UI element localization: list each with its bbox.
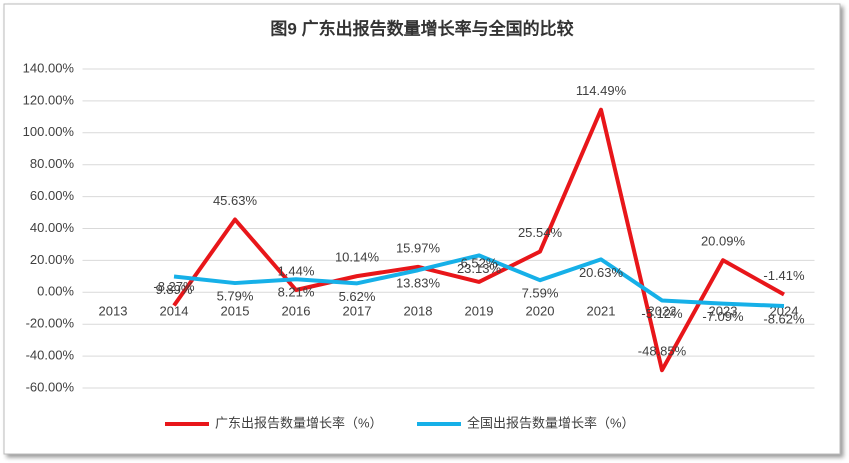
- x-tick-label: 2018: [404, 304, 433, 319]
- data-label: -7.09%: [702, 309, 744, 324]
- data-label: -5.12%: [641, 306, 683, 321]
- data-label: 10.14%: [335, 250, 380, 265]
- x-tick-label: 2013: [99, 304, 128, 319]
- chart-title: 图9 广东出报告数量增长率与全国的比较: [270, 18, 573, 38]
- y-tick-label: 40.00%: [30, 220, 75, 235]
- data-label: 1.44%: [278, 263, 315, 278]
- data-label: 5.62%: [339, 289, 376, 304]
- x-tick-label: 2021: [587, 304, 616, 319]
- x-tick-label: 2016: [282, 304, 311, 319]
- x-tick-label: 2019: [465, 304, 494, 319]
- y-tick-label: 0.00%: [37, 284, 74, 299]
- data-label: -8.27%: [153, 279, 195, 294]
- x-tick-label: 2014: [160, 304, 189, 319]
- x-tick-label: 2015: [221, 304, 250, 319]
- legend-label: 全国出报告数量增长率（%）: [467, 415, 635, 430]
- y-tick-label: 100.00%: [23, 124, 75, 139]
- x-tick-label: 2020: [526, 304, 555, 319]
- y-tick-label: 80.00%: [30, 156, 75, 171]
- series-line: [172, 107, 785, 373]
- y-tick-label: 60.00%: [30, 188, 75, 203]
- data-label: 6.52%: [461, 255, 498, 270]
- x-tick-label: 2022: [648, 304, 677, 319]
- data-label: -1.41%: [763, 268, 805, 283]
- data-label: 20.63%: [579, 265, 624, 280]
- x-tick-label: 2017: [343, 304, 372, 319]
- y-tick-label: -60.00%: [26, 379, 75, 394]
- y-tick-label: -20.00%: [26, 316, 75, 331]
- data-label: 13.83%: [396, 276, 441, 291]
- data-label: 8.21%: [278, 285, 315, 300]
- data-label: -8.62%: [763, 311, 805, 326]
- y-tick-label: -40.00%: [26, 348, 75, 363]
- data-label: 23.13%: [457, 261, 502, 276]
- data-label: -48.85%: [638, 344, 687, 359]
- data-label: 45.63%: [213, 193, 258, 208]
- data-label: 20.09%: [701, 234, 746, 249]
- legend-label: 广东出报告数量增长率（%）: [215, 415, 383, 430]
- data-label: 25.54%: [518, 225, 563, 240]
- data-label: 9.89%: [156, 282, 193, 297]
- x-tick-label: 2023: [709, 304, 738, 319]
- series-line: [173, 253, 785, 309]
- y-tick-label: 140.00%: [23, 60, 75, 75]
- data-label: 5.79%: [217, 289, 254, 304]
- data-label: 7.59%: [522, 286, 559, 301]
- data-label: 114.49%: [576, 83, 627, 98]
- data-label: 15.97%: [396, 240, 441, 255]
- y-tick-label: 120.00%: [23, 92, 75, 107]
- y-tick-label: 20.00%: [30, 252, 75, 267]
